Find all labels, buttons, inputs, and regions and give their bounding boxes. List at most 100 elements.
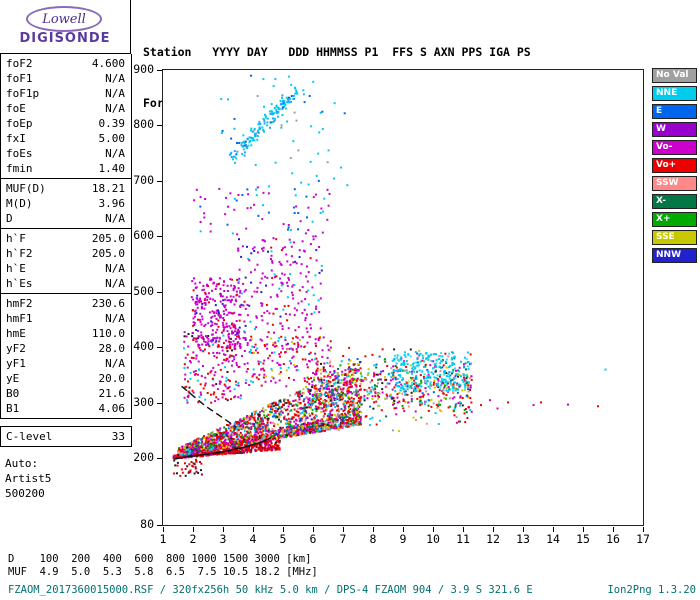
param-foep: foEp 0.39 bbox=[6, 116, 125, 131]
param-label: hmF2 bbox=[6, 297, 33, 310]
scaled-parameters-panel: foF2 4.600 foF1 N/A foF1p N/A foE N/A foEp 0.39 fx… bbox=[0, 54, 132, 503]
param-value: 5.00 bbox=[98, 132, 126, 145]
param-m-d-: M(D) 3.96 bbox=[6, 196, 125, 211]
param-value: 4.600 bbox=[91, 57, 125, 70]
param-label: h`Es bbox=[6, 277, 33, 290]
echo-color-legend: No Val NNE E W Vo- Vo+ SSW X- X+ SSE NNW bbox=[652, 68, 697, 266]
footer-version: Ion2Png 1.3.20 bbox=[607, 584, 696, 596]
param-value: N/A bbox=[105, 312, 125, 325]
legend-item-vo-: Vo+ bbox=[652, 158, 697, 173]
param-value: 18.21 bbox=[91, 182, 125, 195]
param-group: MUF(D) 18.21 M(D) 3.96 D N/A bbox=[0, 179, 132, 229]
legend-item-nnw: NNW bbox=[652, 248, 697, 263]
param-label: hmF1 bbox=[6, 312, 33, 325]
param-yf2: yF2 28.0 bbox=[6, 341, 125, 356]
param-d: D N/A bbox=[6, 211, 125, 226]
y-axis-tick-mark bbox=[157, 70, 162, 71]
y-axis-tick-label: 700 bbox=[133, 172, 154, 187]
param-label: foEp bbox=[6, 117, 33, 130]
x-axis-tick-label: 9 bbox=[399, 532, 407, 546]
param-group: C-level 33 bbox=[0, 426, 132, 447]
param-hme: hmE 110.0 bbox=[6, 326, 125, 341]
x-axis-tick-label: 14 bbox=[546, 532, 560, 546]
x-axis-tick-mark bbox=[553, 527, 554, 532]
x-axis-tick-label: 4 bbox=[249, 532, 257, 546]
param-hmf2: hmF2 230.6 bbox=[6, 296, 125, 311]
param-value: N/A bbox=[105, 72, 125, 85]
y-axis-tick-label: 500 bbox=[133, 283, 154, 298]
muf-row: MUF 4.9 5.0 5.3 5.8 6.5 7.5 10.5 18.2 [M… bbox=[8, 566, 318, 578]
legend-item-vo-: Vo- bbox=[652, 140, 697, 155]
ionogram-scatter bbox=[172, 74, 607, 477]
param-label: foEs bbox=[6, 147, 33, 160]
x-axis-tick-mark bbox=[643, 527, 644, 532]
param-artist5: Artist5 bbox=[5, 471, 126, 486]
param-value: N/A bbox=[105, 87, 125, 100]
param-label: 500200 bbox=[5, 487, 45, 500]
param-yf1: yF1 N/A bbox=[6, 356, 125, 371]
param-500200: 500200 bbox=[5, 486, 126, 501]
x-axis-tick-mark bbox=[223, 527, 224, 532]
x-axis-tick-label: 13 bbox=[516, 532, 530, 546]
legend-item-sse: SSE bbox=[652, 230, 697, 245]
param-group: foF2 4.600 foF1 N/A foF1p N/A foE N/A foEp 0.39 fx… bbox=[0, 54, 132, 179]
param-fof1: foF1 N/A bbox=[6, 71, 125, 86]
param-value: N/A bbox=[105, 357, 125, 370]
param-b0: B0 21.6 bbox=[6, 386, 125, 401]
y-axis-tick-mark bbox=[157, 525, 162, 526]
param-auto-: Auto: bbox=[5, 456, 126, 471]
param-value: 0.39 bbox=[98, 117, 126, 130]
x-axis-tick-label: 5 bbox=[279, 532, 287, 546]
y-axis-tick-mark bbox=[157, 347, 162, 349]
param-value: 28.0 bbox=[98, 342, 126, 355]
x-axis-tick-label: 12 bbox=[486, 532, 500, 546]
param-value: 205.0 bbox=[91, 232, 125, 245]
param-h-es: h`Es N/A bbox=[6, 276, 125, 291]
y-axis-tick-mark bbox=[157, 180, 162, 182]
station-header-columns: Station YYYY DAY DDD HHMMSS P1 FFS S AXN… bbox=[143, 45, 531, 59]
logo-digisonde-text: DIGISONDE bbox=[19, 31, 111, 46]
legend-item-no-val: No Val bbox=[652, 68, 697, 83]
param-label: fmin bbox=[6, 162, 33, 175]
curve-artist-h-trace bbox=[174, 437, 272, 460]
y-axis-tick-mark bbox=[157, 236, 162, 238]
param-group: hmF2 230.6 hmF1 N/A hmE 110.0 yF2 28.0 yF1 N/A yE 2… bbox=[0, 294, 132, 419]
param-fxi: fxI 5.00 bbox=[6, 131, 125, 146]
param-label: MUF(D) bbox=[6, 182, 46, 195]
footer-file-info: FZAOM_2017360015000.RSF / 320fx256h 50 k… bbox=[8, 584, 533, 596]
x-axis-tick-mark bbox=[583, 527, 584, 532]
param-value: N/A bbox=[105, 262, 125, 275]
logo-lowell-text: Lowell bbox=[42, 11, 86, 27]
param-h-f: h`F 205.0 bbox=[6, 231, 125, 246]
lowell-digisonde-logo: Lowell DIGISONDE bbox=[0, 0, 131, 54]
legend-item-w: W bbox=[652, 122, 697, 137]
param-h-f2: h`F2 205.0 bbox=[6, 246, 125, 261]
x-axis-tick-label: 16 bbox=[606, 532, 620, 546]
param-value: N/A bbox=[105, 102, 125, 115]
param-label: foF1p bbox=[6, 87, 40, 100]
x-axis-tick-mark bbox=[163, 527, 164, 532]
x-axis-tick-mark bbox=[283, 527, 284, 532]
footer-line: FZAOM_2017360015000.RSF / 320fx256h 50 k… bbox=[8, 584, 696, 596]
param-hmf1: hmF1 N/A bbox=[6, 311, 125, 326]
x-axis-tick-label: 1 bbox=[159, 532, 167, 546]
param-label: yE bbox=[6, 372, 20, 385]
param-fof2: foF2 4.600 bbox=[6, 56, 125, 71]
x-axis-tick-mark bbox=[253, 527, 254, 532]
param-muf-d-: MUF(D) 18.21 bbox=[6, 181, 125, 196]
param-label: h`F bbox=[6, 232, 26, 245]
param-label: h`F2 bbox=[6, 247, 33, 260]
param-value: 4.06 bbox=[98, 402, 126, 415]
y-axis-tick-label: 800 bbox=[133, 117, 154, 132]
param-label: D bbox=[6, 212, 13, 225]
param-label: M(D) bbox=[6, 197, 33, 210]
x-axis-tick-label: 17 bbox=[636, 532, 650, 546]
x-axis-tick-mark bbox=[493, 527, 494, 532]
param-value: N/A bbox=[105, 277, 125, 290]
param-label: h`E bbox=[6, 262, 26, 275]
y-axis-tick-mark bbox=[157, 402, 162, 404]
param-value: 1.40 bbox=[98, 162, 126, 175]
param-value: N/A bbox=[105, 147, 125, 160]
x-axis-tick-mark bbox=[403, 527, 404, 532]
param-foes: foEs N/A bbox=[6, 146, 125, 161]
